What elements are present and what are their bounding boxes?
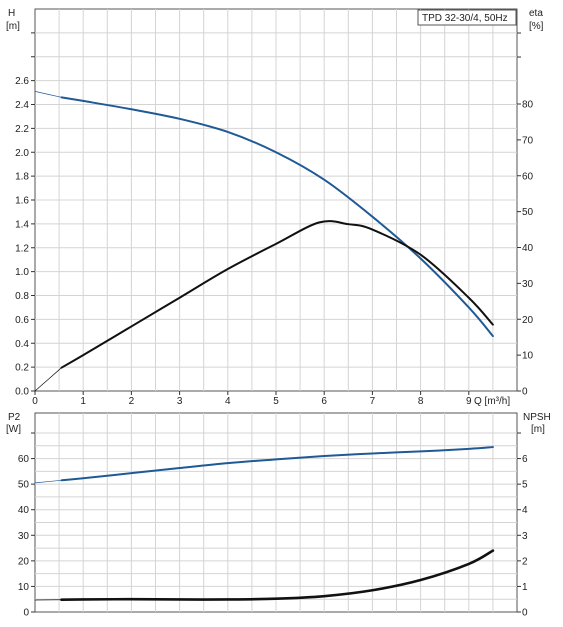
h-tick-label: 1.2 bbox=[15, 243, 29, 254]
eta-tick-label: 10 bbox=[522, 351, 534, 362]
npsh-tick-label: 1 bbox=[522, 582, 528, 593]
bottom-series-group bbox=[34, 446, 495, 602]
q-axis-ticks: 0 1 2 3 4 5 6 7 8 9 bbox=[32, 391, 472, 407]
performance-panel: 0.0 0.2 0.4 0.6 0.8 1.0 1.2 1.4 1.6 1.8 2.0 2.2 2.4 2… bbox=[6, 8, 544, 407]
npsh-axis-label: NPSH bbox=[523, 412, 551, 423]
h-axis-ticks: 0.0 0.2 0.4 0.6 0.8 1.0 1.2 1.4 1.6 1.8 2.0 2.2 2.4 2… bbox=[15, 32, 35, 398]
p2-axis-unit: [W] bbox=[6, 424, 21, 435]
top-series-2 bbox=[60, 220, 494, 369]
bottom-series-0 bbox=[60, 446, 494, 482]
npsh-tick-label: 4 bbox=[522, 505, 528, 516]
q-tick-label: 2 bbox=[129, 396, 135, 407]
h-axis-label: H bbox=[8, 8, 15, 19]
bottom-series-1 bbox=[34, 479, 62, 484]
h-tick-label: 2.6 bbox=[15, 76, 29, 87]
npsh-tick-label: 0 bbox=[522, 608, 528, 619]
q-tick-label: 0 bbox=[32, 396, 38, 407]
npsh-tick-label: 5 bbox=[522, 480, 528, 491]
bottom-grid bbox=[35, 413, 517, 612]
q-tick-label: 1 bbox=[80, 396, 86, 407]
p2-tick-label: 10 bbox=[18, 582, 30, 593]
top-grid bbox=[35, 9, 517, 391]
q-tick-label: 5 bbox=[273, 396, 279, 407]
eta-axis-unit: [%] bbox=[529, 21, 544, 32]
title-box bbox=[417, 9, 517, 26]
top-series-group bbox=[34, 91, 494, 392]
eta-axis-ticks: 0 10 20 30 40 50 60 70 80 bbox=[517, 32, 534, 398]
h-tick-label: 1.6 bbox=[15, 196, 29, 207]
npsh-tick-label: 3 bbox=[522, 531, 528, 542]
p2-tick-label: 20 bbox=[18, 556, 30, 567]
top-series-0 bbox=[60, 96, 494, 338]
bottom-series-2 bbox=[60, 549, 495, 602]
q-tick-label: 8 bbox=[418, 396, 424, 407]
p2-tick-label: 30 bbox=[18, 531, 30, 542]
p2-tick-label: 60 bbox=[18, 454, 30, 465]
eta-tick-label: 40 bbox=[522, 243, 534, 254]
q-tick-label: 3 bbox=[177, 396, 183, 407]
h-tick-label: 0.4 bbox=[15, 339, 29, 350]
h-tick-label: 0.0 bbox=[15, 387, 29, 398]
eta-tick-label: 80 bbox=[522, 100, 534, 111]
q-axis-label: Q [m³/h] bbox=[474, 396, 510, 407]
p2-axis-label: P2 bbox=[8, 412, 21, 423]
power-panel: 0 10 20 30 40 50 60 0 1 2 3 4 5 6 P2 [W] NPSH [m] bbox=[6, 412, 551, 619]
top-series-3 bbox=[34, 367, 62, 392]
npsh-axis-ticks: 0 1 2 3 4 5 6 bbox=[517, 432, 528, 619]
q-tick-label: 9 bbox=[466, 396, 472, 407]
eta-axis-label: eta bbox=[529, 8, 543, 19]
h-tick-label: 1.4 bbox=[15, 219, 29, 230]
h-tick-label: 2.4 bbox=[15, 100, 29, 111]
p2-axis-ticks: 0 10 20 30 40 50 60 bbox=[18, 432, 35, 619]
eta-tick-label: 0 bbox=[522, 387, 528, 398]
h-tick-label: 0.6 bbox=[15, 315, 29, 326]
h-tick-label: 1.8 bbox=[15, 172, 29, 183]
p2-tick-label: 50 bbox=[18, 480, 30, 491]
p2-tick-label: 40 bbox=[18, 505, 30, 516]
npsh-tick-label: 2 bbox=[522, 556, 528, 567]
eta-tick-label: 70 bbox=[522, 135, 534, 146]
q-tick-label: 7 bbox=[370, 396, 376, 407]
q-tick-label: 6 bbox=[321, 396, 327, 407]
q-tick-label: 4 bbox=[225, 396, 231, 407]
h-tick-label: 1.0 bbox=[15, 267, 29, 278]
p2-tick-label: 0 bbox=[23, 608, 29, 619]
eta-tick-label: 50 bbox=[522, 207, 534, 218]
npsh-axis-unit: [m] bbox=[531, 424, 545, 435]
chart-title: TPD 32-30/4, 50Hz bbox=[422, 13, 508, 24]
h-tick-label: 0.8 bbox=[15, 291, 29, 302]
eta-tick-label: 20 bbox=[522, 315, 534, 326]
h-axis-unit: [m] bbox=[6, 21, 20, 32]
h-tick-label: 0.2 bbox=[15, 363, 29, 374]
h-tick-label: 2.0 bbox=[15, 148, 29, 159]
h-tick-label: 2.2 bbox=[15, 124, 29, 135]
eta-tick-label: 30 bbox=[522, 279, 534, 290]
eta-tick-label: 60 bbox=[522, 171, 534, 182]
top-series-1 bbox=[34, 91, 62, 98]
npsh-tick-label: 6 bbox=[522, 454, 528, 465]
